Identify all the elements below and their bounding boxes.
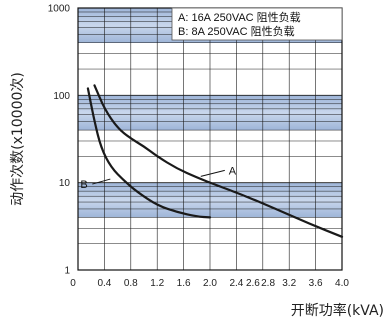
y-tick-label: 10 — [59, 178, 71, 189]
x-tick-label: 1.2 — [150, 278, 164, 289]
x-tick-label: 0.4 — [97, 278, 111, 289]
legend-entry-b: B: 8A 250VAC 阻性负载 — [178, 24, 295, 38]
curve-b-label: B — [80, 179, 87, 191]
x-tick-label: 2.6 — [246, 278, 260, 289]
y-tick-label: 100 — [53, 91, 70, 102]
x-tick-label: 2.8 — [261, 278, 275, 289]
x-tick-label: 2.4 — [229, 278, 243, 289]
curve-b-leader — [92, 178, 111, 185]
curves: AB — [80, 84, 344, 238]
legend-box — [171, 7, 343, 41]
series-line-a — [93, 84, 344, 238]
x-tick-label: 0 — [70, 278, 76, 289]
series-line-b — [86, 87, 212, 219]
legend-entry-a: A: 16A 250VAC 阻性负载 — [178, 10, 301, 24]
curve-a-leader — [200, 169, 225, 177]
x-axis-title: 开断功率(kVA) — [291, 302, 384, 319]
tick-labels: 1 10 100 1000 0 0.4 0.8 1.2 1.6 2.0 2.4 2.6 2.8 3.2 3.… — [48, 4, 350, 290]
x-tick-label: 0.8 — [124, 278, 138, 289]
legend: A: 16A 250VAC 阻性负载 B: 8A 250VAC 阻性负载 — [171, 7, 343, 41]
curve-a-label: A — [229, 165, 237, 177]
y-axis-title: 动作次数(x10000次) — [10, 72, 26, 206]
x-tick-label: 4.0 — [335, 278, 349, 289]
x-tick-label: 3.6 — [309, 278, 323, 289]
x-tick-label: 3.2 — [282, 278, 296, 289]
y-tick-label: 1000 — [48, 4, 71, 15]
y-tick-label: 1 — [64, 266, 70, 277]
x-tick-label: 2.0 — [203, 278, 217, 289]
x-tick-label: 1.6 — [177, 278, 191, 289]
